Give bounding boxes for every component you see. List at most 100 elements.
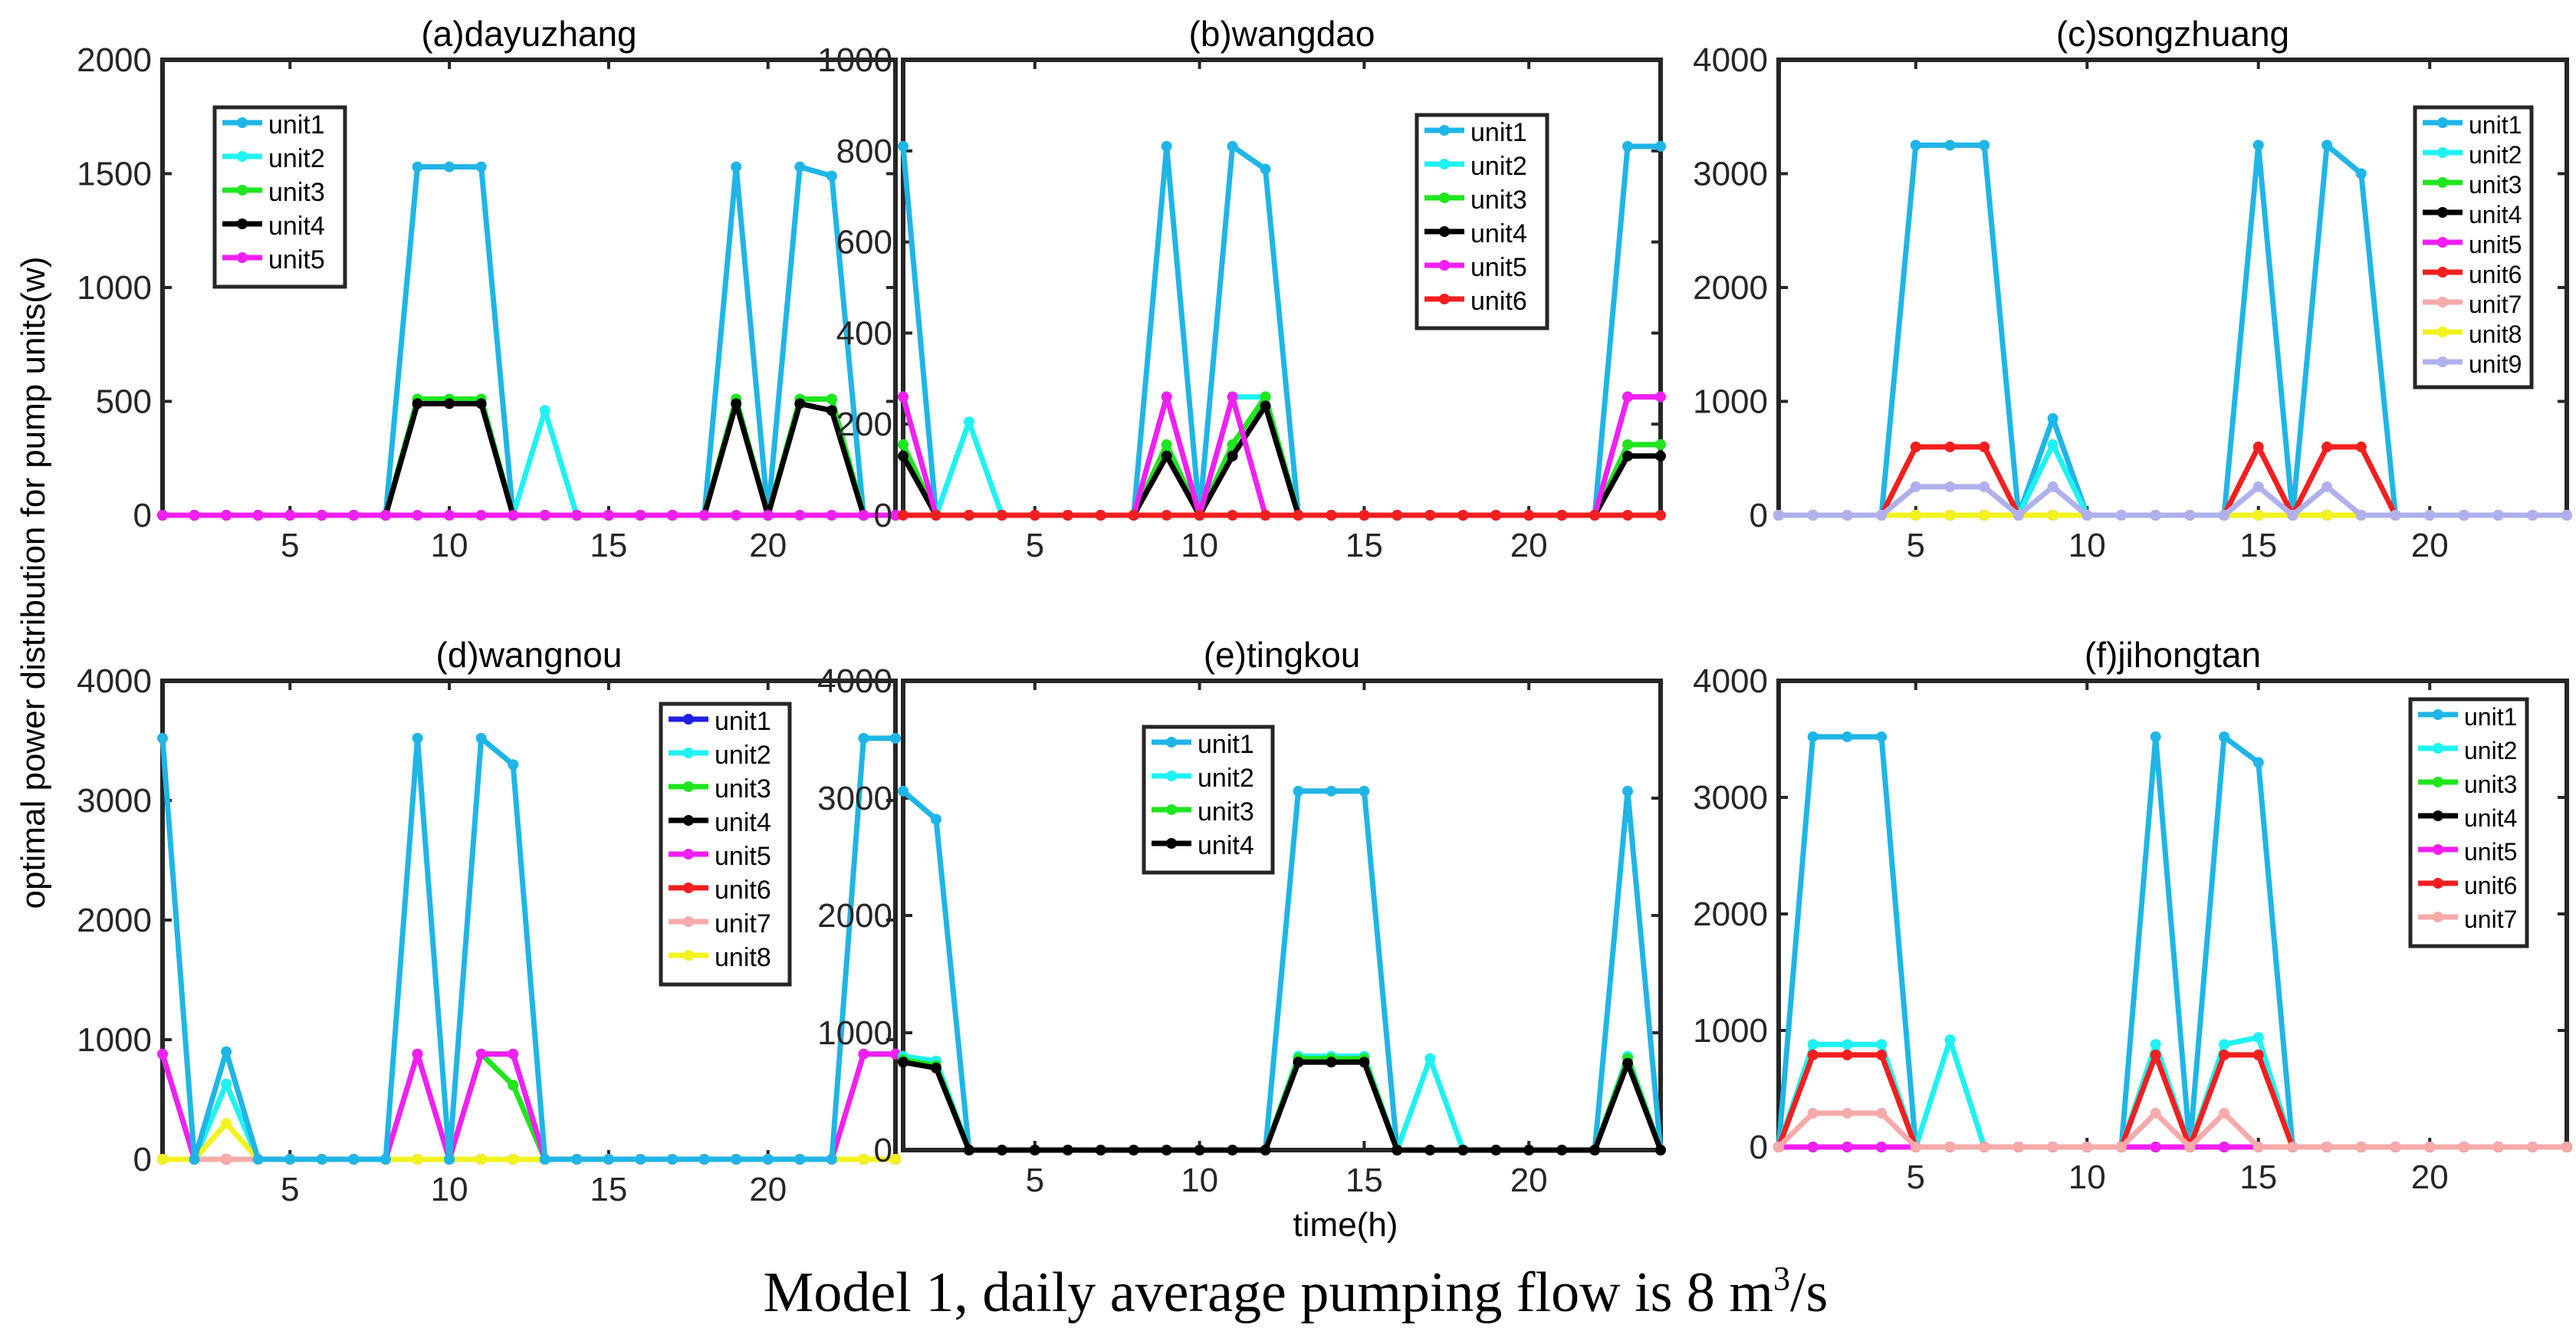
legend-marker — [683, 748, 694, 758]
data-point-unit5 — [2150, 1142, 2161, 1152]
legend-label: unit8 — [715, 943, 771, 972]
y-tick-label: 200 — [836, 406, 892, 443]
legend-label: unit5 — [715, 842, 771, 871]
data-point-unit4 — [1490, 1145, 1502, 1155]
legend-label: unit1 — [268, 110, 325, 140]
legend-marker — [2437, 237, 2448, 248]
legend-label: unit3 — [268, 178, 325, 207]
legend-label: unit6 — [2469, 261, 2522, 288]
figure-caption: Model 1, daily average pumping flow is 8… — [764, 1260, 1829, 1324]
data-point-unit4 — [1589, 1145, 1601, 1155]
y-tick-label: 4000 — [1693, 41, 1768, 79]
data-point-unit6 — [1944, 441, 1956, 452]
data-point-unit4 — [1062, 1145, 1073, 1155]
data-point-unit9 — [2150, 510, 2161, 521]
caption-main: Model 1, daily average pumping flow is 8… — [764, 1261, 1773, 1324]
data-point-unit5 — [412, 1048, 423, 1060]
data-point-unit2 — [1842, 1039, 1853, 1050]
data-point-unit6 — [1293, 510, 1304, 521]
x-tick-label: 5 — [1907, 1159, 1925, 1196]
data-point-unit5 — [252, 510, 264, 521]
data-point-unit2 — [1876, 1039, 1888, 1050]
legend-label: unit8 — [2469, 320, 2522, 348]
y-tick-label: 1000 — [1693, 1012, 1768, 1050]
data-point-unit1 — [2252, 140, 2264, 151]
data-point-unit6 — [2252, 441, 2264, 452]
y-tick-label: 4000 — [77, 662, 152, 700]
data-point-unit3 — [1622, 439, 1634, 450]
data-point-unit5 — [221, 510, 232, 521]
y-tick-label: 3000 — [817, 780, 892, 817]
y-tick-label: 1000 — [817, 1014, 892, 1052]
chart-panel: (f)jihongtan 0 1000 2000 3000 4000 5 10 15 20 unit… — [1693, 635, 2572, 1196]
data-point-unit1 — [2219, 731, 2230, 742]
x-tick-label: 5 — [1026, 1162, 1044, 1199]
data-point-unit1 — [635, 1154, 646, 1165]
legend-label: unit3 — [715, 774, 771, 804]
legend-marker — [1439, 226, 1450, 237]
y-tick-label: 1000 — [77, 269, 152, 307]
x-tick-label: 15 — [590, 1171, 627, 1208]
legend-label: unit9 — [2469, 350, 2522, 378]
legend: unit1 unit2 unit3 unit4 — [1142, 725, 1275, 875]
data-point-unit7 — [2458, 1142, 2469, 1152]
data-point-unit5 — [667, 510, 678, 521]
data-point-unit5 — [762, 510, 774, 521]
data-point-unit1 — [698, 1154, 710, 1165]
data-point-unit9 — [2082, 510, 2093, 521]
legend-marker — [1166, 771, 1177, 781]
data-point-unit6 — [1876, 1049, 1888, 1060]
data-point-unit1 — [475, 161, 487, 173]
legend-marker — [2433, 844, 2443, 855]
x-tick-label: 10 — [2068, 527, 2106, 564]
data-point-unit2 — [2150, 1039, 2161, 1050]
legend-marker — [2437, 147, 2448, 158]
data-point-unit7 — [2492, 1142, 2504, 1152]
legend-marker — [683, 882, 694, 893]
data-point-unit9 — [1944, 481, 1956, 492]
series-group — [1773, 140, 2572, 521]
data-point-unit9 — [1842, 510, 1853, 521]
data-point-unit6 — [1655, 510, 1666, 521]
legend-label: unit4 — [1198, 831, 1254, 860]
y-tick-label: 3000 — [1693, 156, 1768, 193]
legend-label: unit3 — [1198, 797, 1254, 827]
data-point-unit8 — [508, 1154, 519, 1165]
data-point-unit6 — [1095, 510, 1106, 521]
x-tick-label: 5 — [1907, 527, 1925, 564]
series-line-unit4 — [902, 1059, 1664, 1153]
data-point-unit6 — [1490, 510, 1502, 521]
data-point-unit4 — [1227, 450, 1238, 462]
data-point-unit1 — [348, 1154, 360, 1165]
data-point-unit5 — [635, 510, 646, 521]
data-point-unit8 — [2047, 510, 2058, 521]
series-group — [1773, 731, 2572, 1152]
data-point-unit1 — [667, 1154, 678, 1165]
legend-label: unit7 — [2469, 291, 2522, 318]
y-tick-label: 3000 — [77, 782, 152, 820]
data-point-unit2 — [221, 1078, 232, 1090]
data-point-unit4 — [1622, 1057, 1634, 1069]
legend-label: unit6 — [715, 876, 771, 905]
legend-label: unit7 — [2464, 906, 2517, 933]
legend-marker — [683, 950, 694, 961]
data-point-unit1 — [603, 1154, 614, 1165]
y-tick-label: 2000 — [1693, 269, 1768, 307]
data-point-unit1 — [508, 759, 519, 771]
series-line-unit7 — [1776, 1110, 2567, 1150]
data-point-unit1 — [475, 732, 487, 744]
caption-superscript: 3 — [1773, 1260, 1790, 1297]
legend-label: unit2 — [2464, 737, 2517, 764]
x-tick-label: 15 — [1346, 1162, 1383, 1199]
x-tick-label: 5 — [1026, 527, 1044, 564]
legend-marker — [683, 916, 694, 927]
data-point-unit1 — [571, 1154, 583, 1165]
data-point-unit6 — [1910, 441, 1921, 452]
data-point-unit7 — [1842, 1107, 1853, 1119]
data-point-unit7 — [2287, 1142, 2298, 1152]
legend-label: unit5 — [2469, 231, 2522, 258]
data-point-unit1 — [444, 1154, 455, 1165]
